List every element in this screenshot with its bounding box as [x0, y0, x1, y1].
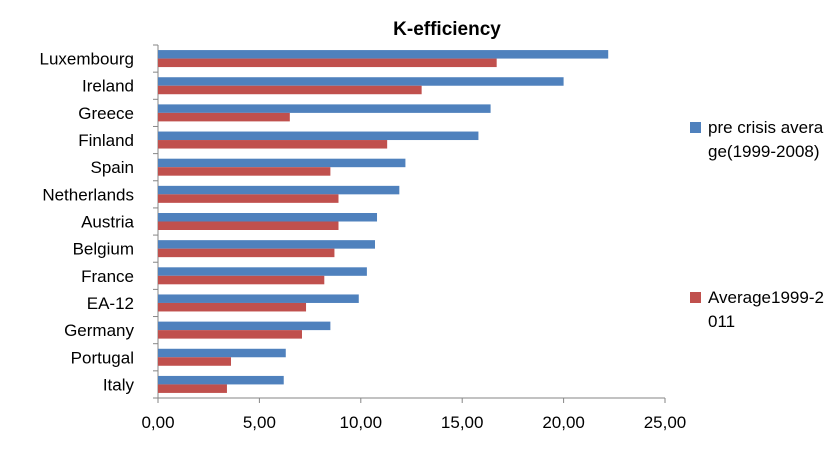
bar-average	[158, 330, 302, 339]
bar-average	[158, 221, 339, 230]
bars	[158, 50, 609, 393]
bar-pre-crisis	[158, 294, 359, 303]
x-tick-label: 15,00	[441, 413, 484, 432]
bar-average	[158, 384, 227, 393]
bar-pre-crisis	[158, 348, 286, 358]
bar-average	[158, 275, 325, 285]
category-label: Netherlands	[42, 185, 134, 204]
bar-pre-crisis	[158, 240, 375, 249]
category-label: France	[81, 267, 134, 286]
category-label: Ireland	[82, 77, 134, 96]
category-label: Greece	[78, 104, 134, 123]
category-label: Spain	[91, 158, 134, 177]
bar-pre-crisis	[158, 131, 479, 141]
bar-average	[158, 140, 388, 149]
bar-pre-crisis	[158, 50, 609, 59]
bar-average	[158, 112, 290, 122]
x-tick-label: 10,00	[340, 413, 383, 432]
bar-average	[158, 85, 422, 95]
x-tick-label: 20,00	[542, 413, 585, 432]
bar-pre-crisis	[158, 185, 400, 195]
bar-pre-crisis	[158, 375, 284, 385]
bar-pre-crisis	[158, 158, 406, 168]
legend-label-pre-crisis: pre crisis average(1999-2008)	[708, 118, 824, 161]
bar-pre-crisis	[158, 267, 367, 276]
category-label: EA-12	[87, 294, 134, 313]
x-tick-labels: 0,00 5,00 10,00 15,00 20,00 25,00	[141, 413, 686, 432]
chart-title: K-efficiency	[393, 19, 501, 40]
x-tick-label: 25,00	[644, 413, 687, 432]
bar-average	[158, 194, 339, 203]
category-label: Germany	[64, 321, 134, 340]
x-tick-label: 5,00	[243, 413, 276, 432]
bar-average	[158, 357, 232, 366]
category-label: Finland	[78, 131, 134, 150]
category-label: Luxembourg	[39, 50, 134, 69]
bar-pre-crisis	[158, 321, 331, 331]
legend-label-average: Average1999-2011	[708, 288, 824, 331]
category-label: Belgium	[73, 240, 134, 259]
bar-average	[158, 58, 497, 68]
category-label: Austria	[81, 213, 134, 232]
legend-swatch-average	[690, 292, 701, 303]
category-labels: Luxembourg Ireland Greece Finland Spain Nethe…	[39, 50, 134, 395]
bar-average	[158, 302, 307, 312]
bar-pre-crisis	[158, 213, 378, 222]
category-label: Portugal	[71, 348, 134, 367]
bar-average	[158, 167, 331, 176]
bar-pre-crisis	[158, 77, 564, 86]
bar-pre-crisis	[158, 104, 491, 113]
legend-swatch-pre-crisis	[690, 122, 701, 133]
category-label: Italy	[103, 375, 135, 394]
bar-average	[158, 248, 335, 258]
x-tick-label: 0,00	[141, 413, 174, 432]
